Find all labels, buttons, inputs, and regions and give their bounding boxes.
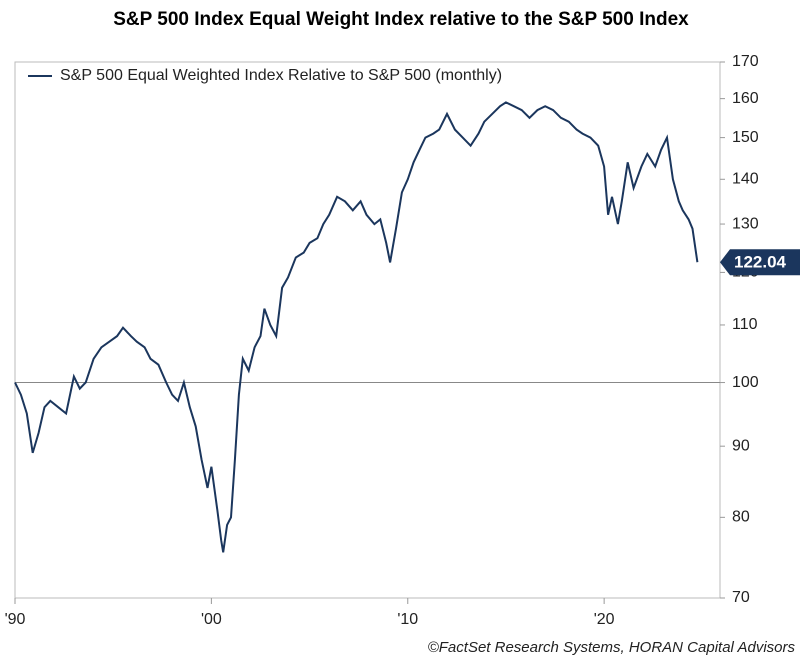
y-tick-label: 90: [732, 437, 750, 454]
y-tick-label: 130: [732, 215, 759, 232]
source: ©FactSet Research Systems, HORAN Capital…: [428, 639, 796, 656]
last-value-label: 122.04: [734, 253, 787, 272]
y-tick-label: 80: [732, 509, 750, 526]
x-tick-label: '90: [5, 611, 26, 628]
x-tick-label: '20: [594, 611, 615, 628]
plot-frame: [14, 61, 721, 599]
x-tick-label: '10: [397, 611, 418, 628]
y-tick-label: 160: [732, 90, 759, 107]
y-tick-label: 140: [732, 171, 759, 188]
legend-label: S&P 500 Equal Weighted Index Relative to…: [60, 67, 502, 84]
x-tick-label: '00: [201, 611, 222, 628]
y-tick-label: 170: [732, 53, 759, 70]
series-line: [14, 101, 699, 553]
y-tick-label: 150: [732, 129, 759, 146]
chart-title: S&P 500 Index Equal Weight Index relativ…: [113, 9, 689, 30]
last-value-box: [720, 249, 800, 276]
y-tick-label: 70: [732, 589, 750, 606]
y-tick-label: 110: [732, 316, 758, 333]
y-tick-label: 100: [732, 374, 759, 391]
